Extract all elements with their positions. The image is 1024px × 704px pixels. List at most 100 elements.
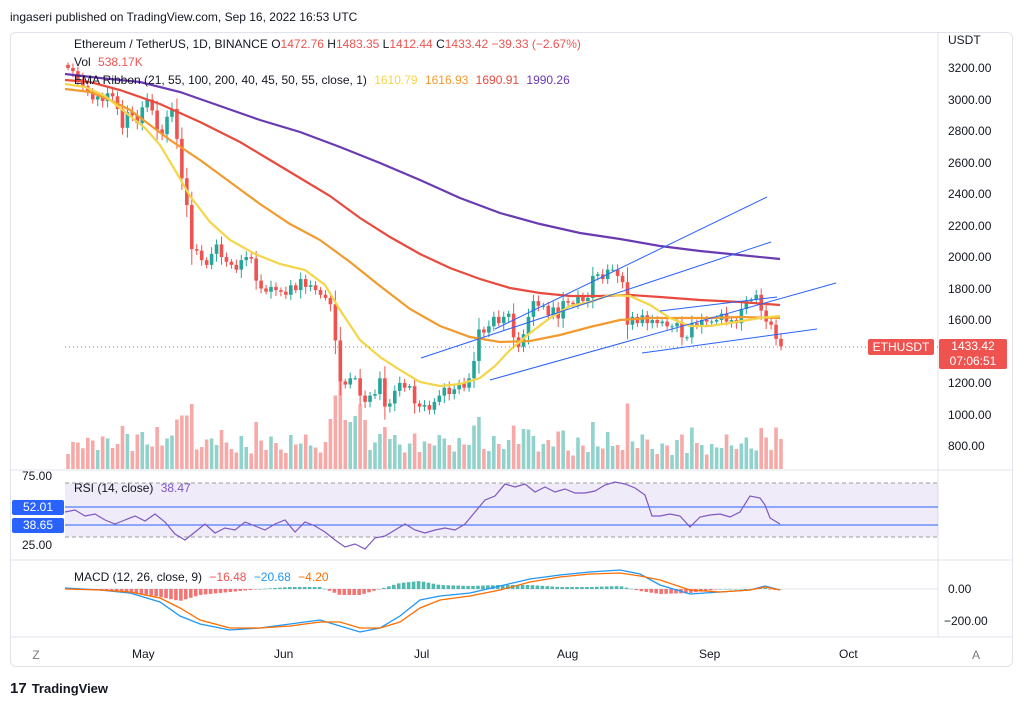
- candle[interactable]: [363, 395, 367, 402]
- candle[interactable]: [774, 324, 778, 339]
- candle[interactable]: [650, 320, 655, 324]
- candle[interactable]: [397, 383, 402, 391]
- candle[interactable]: [754, 294, 759, 300]
- candle[interactable]: [615, 269, 620, 276]
- candle[interactable]: [452, 389, 457, 395]
- candle[interactable]: [125, 112, 130, 128]
- candle[interactable]: [155, 110, 159, 130]
- candle[interactable]: [239, 260, 244, 270]
- candle[interactable]: [388, 403, 392, 407]
- candle[interactable]: [289, 285, 293, 295]
- trend-line-lower-rising[interactable]: [489, 282, 837, 381]
- candle[interactable]: [293, 285, 298, 291]
- candle[interactable]: [269, 286, 273, 292]
- candle[interactable]: [204, 260, 209, 265]
- candle[interactable]: [586, 297, 590, 302]
- candle[interactable]: [477, 329, 481, 361]
- candle[interactable]: [546, 305, 551, 316]
- candle[interactable]: [714, 320, 719, 322]
- candle[interactable]: [318, 290, 323, 295]
- candle[interactable]: [709, 321, 714, 323]
- candle[interactable]: [145, 99, 150, 108]
- candle[interactable]: [392, 390, 397, 404]
- candle[interactable]: [402, 383, 407, 388]
- candle[interactable]: [620, 275, 625, 283]
- candle[interactable]: [180, 138, 184, 179]
- candle[interactable]: [100, 96, 105, 102]
- candle[interactable]: [526, 316, 531, 335]
- candle[interactable]: [259, 280, 263, 289]
- candle[interactable]: [506, 313, 511, 317]
- candle[interactable]: [541, 305, 546, 307]
- legend-symbol[interactable]: Ethereum / TetherUS, 1D, BINANCE: [74, 37, 268, 51]
- candle[interactable]: [581, 296, 585, 302]
- candle[interactable]: [447, 387, 452, 395]
- candle[interactable]: [764, 310, 768, 322]
- candle[interactable]: [353, 378, 357, 380]
- candle[interactable]: [462, 383, 466, 388]
- candle[interactable]: [110, 93, 115, 97]
- candle[interactable]: [333, 304, 338, 341]
- candle[interactable]: [194, 249, 199, 251]
- candle[interactable]: [224, 257, 229, 262]
- candle[interactable]: [189, 205, 194, 250]
- candle[interactable]: [338, 340, 343, 382]
- trend-line-upper-rising[interactable]: [494, 196, 768, 330]
- trend-line-middle-rising[interactable]: [420, 241, 772, 359]
- candle[interactable]: [492, 316, 496, 327]
- candle[interactable]: [229, 261, 234, 265]
- candle[interactable]: [298, 279, 303, 291]
- candle[interactable]: [308, 285, 313, 287]
- legend-macd-label[interactable]: MACD (12, 26, close, 9): [74, 570, 203, 584]
- trend-line-top-flat[interactable]: [659, 296, 778, 312]
- candle[interactable]: [81, 79, 85, 87]
- candle[interactable]: [531, 301, 536, 317]
- candle[interactable]: [427, 405, 432, 410]
- candle[interactable]: [685, 337, 689, 339]
- candle[interactable]: [496, 316, 501, 324]
- candle[interactable]: [279, 290, 283, 292]
- candle[interactable]: [635, 316, 640, 324]
- footer-brand[interactable]: 17 TradingView: [10, 680, 108, 697]
- legend-rsi-label[interactable]: RSI (14, close): [74, 481, 154, 495]
- candle[interactable]: [160, 129, 164, 135]
- candle[interactable]: [610, 269, 615, 271]
- legend-ema-label[interactable]: EMA Ribbon (21, 55, 100, 200, 40, 45, 50…: [74, 73, 367, 87]
- candle[interactable]: [135, 115, 140, 124]
- candle[interactable]: [378, 378, 382, 395]
- candle[interactable]: [699, 320, 704, 327]
- candle[interactable]: [140, 107, 145, 124]
- candle[interactable]: [170, 108, 174, 117]
- candle[interactable]: [660, 321, 664, 324]
- candle[interactable]: [313, 285, 318, 291]
- candle[interactable]: [695, 323, 699, 327]
- candle[interactable]: [264, 288, 268, 292]
- candle[interactable]: [130, 112, 135, 116]
- candle[interactable]: [482, 329, 486, 333]
- candle[interactable]: [71, 68, 75, 72]
- candle[interactable]: [680, 323, 684, 338]
- candle[interactable]: [442, 387, 447, 396]
- candle[interactable]: [303, 279, 308, 287]
- candle[interactable]: [407, 386, 412, 388]
- candle[interactable]: [348, 378, 353, 385]
- candle[interactable]: [328, 297, 333, 305]
- auto-scale-button[interactable]: A: [971, 648, 980, 662]
- candle[interactable]: [467, 378, 471, 388]
- candle[interactable]: [175, 108, 179, 139]
- candle[interactable]: [165, 116, 169, 135]
- candle[interactable]: [254, 258, 258, 281]
- candle[interactable]: [665, 321, 669, 327]
- candle[interactable]: [487, 326, 491, 333]
- candle[interactable]: [670, 326, 674, 328]
- candle[interactable]: [625, 282, 630, 325]
- candle[interactable]: [729, 320, 734, 322]
- candle[interactable]: [150, 99, 154, 111]
- candle[interactable]: [219, 244, 224, 257]
- candle[interactable]: [511, 313, 516, 338]
- candle[interactable]: [284, 291, 288, 295]
- candle[interactable]: [417, 403, 422, 407]
- candle[interactable]: [383, 378, 387, 407]
- candle[interactable]: [274, 286, 278, 291]
